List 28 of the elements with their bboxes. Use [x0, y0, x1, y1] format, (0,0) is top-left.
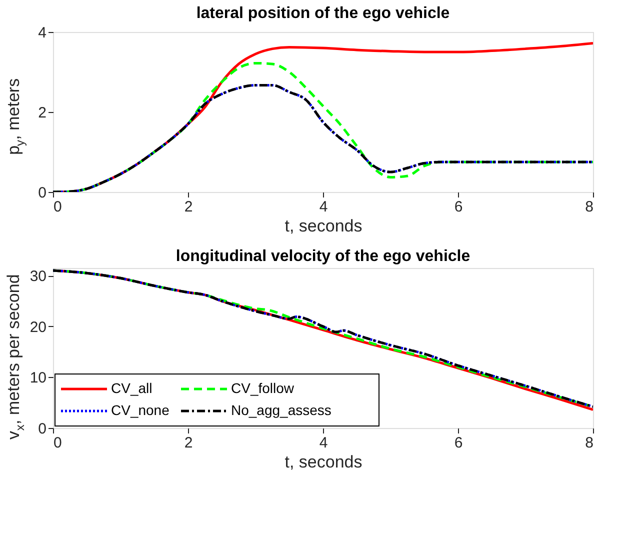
chart-title: lateral position of the ego vehicle [196, 5, 450, 22]
y-axis-title: vx, meters per second [4, 274, 27, 440]
y-tick-label: 4 [38, 24, 46, 42]
x-tick-label: 6 [454, 434, 463, 452]
legend-label: CV_none [111, 402, 170, 418]
legend-label: CV_all [111, 380, 152, 396]
y-tick-label: 0 [38, 420, 46, 438]
y-tick-label: 30 [30, 268, 46, 286]
legend-label: No_agg_assess [231, 402, 332, 418]
x-axis-title: t, seconds [284, 452, 362, 472]
x-tick-label: 8 [585, 434, 594, 452]
x-tick-label: 2 [184, 198, 193, 216]
y-axis-title: py, meters [4, 78, 27, 155]
legend-label: CV_follow [231, 380, 295, 396]
y-tick-label: 10 [30, 370, 46, 387]
x-tick-label: 4 [319, 198, 328, 216]
x-tick-label: 2 [184, 434, 193, 452]
x-tick-label: 0 [54, 198, 62, 216]
y-tick-label: 0 [38, 184, 46, 202]
chart-title: longitudinal velocity of the ego vehicle [176, 248, 470, 265]
x-tick-label: 0 [54, 434, 62, 452]
x-tick-label: 6 [454, 198, 463, 216]
x-tick-label: 4 [319, 434, 328, 452]
line-series [53, 84, 593, 192]
x-axis-title: t, seconds [284, 216, 362, 236]
y-tick-label: 2 [38, 104, 46, 122]
x-tick-label: 8 [585, 198, 594, 216]
y-tick-label: 20 [30, 318, 46, 336]
